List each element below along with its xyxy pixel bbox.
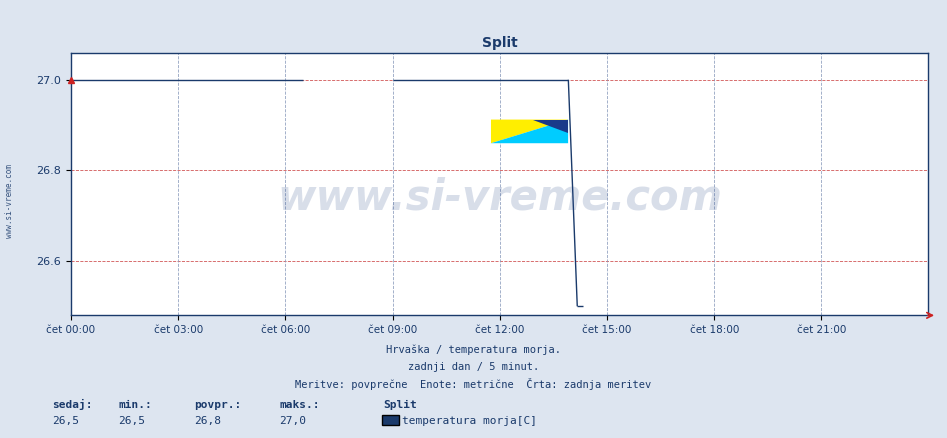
Text: www.si-vreme.com: www.si-vreme.com <box>277 176 722 218</box>
Text: temperatura morja[C]: temperatura morja[C] <box>402 416 538 426</box>
Title: Split: Split <box>482 36 517 50</box>
Text: Hrvaška / temperatura morja.: Hrvaška / temperatura morja. <box>386 344 561 355</box>
Text: sedaj:: sedaj: <box>52 399 93 410</box>
Text: 26,5: 26,5 <box>52 416 80 426</box>
Text: 27,0: 27,0 <box>279 416 307 426</box>
Text: 26,8: 26,8 <box>194 416 222 426</box>
Text: Meritve: povprečne  Enote: metrične  Črta: zadnja meritev: Meritve: povprečne Enote: metrične Črta:… <box>295 378 652 390</box>
Text: povpr.:: povpr.: <box>194 400 241 410</box>
Text: www.si-vreme.com: www.si-vreme.com <box>5 165 14 238</box>
Text: min.:: min.: <box>118 400 152 410</box>
Text: 26,5: 26,5 <box>118 416 146 426</box>
Polygon shape <box>491 120 568 143</box>
Polygon shape <box>533 120 568 133</box>
Polygon shape <box>491 120 568 143</box>
Text: maks.:: maks.: <box>279 400 320 410</box>
Text: Split: Split <box>384 400 418 410</box>
Text: zadnji dan / 5 minut.: zadnji dan / 5 minut. <box>408 362 539 372</box>
